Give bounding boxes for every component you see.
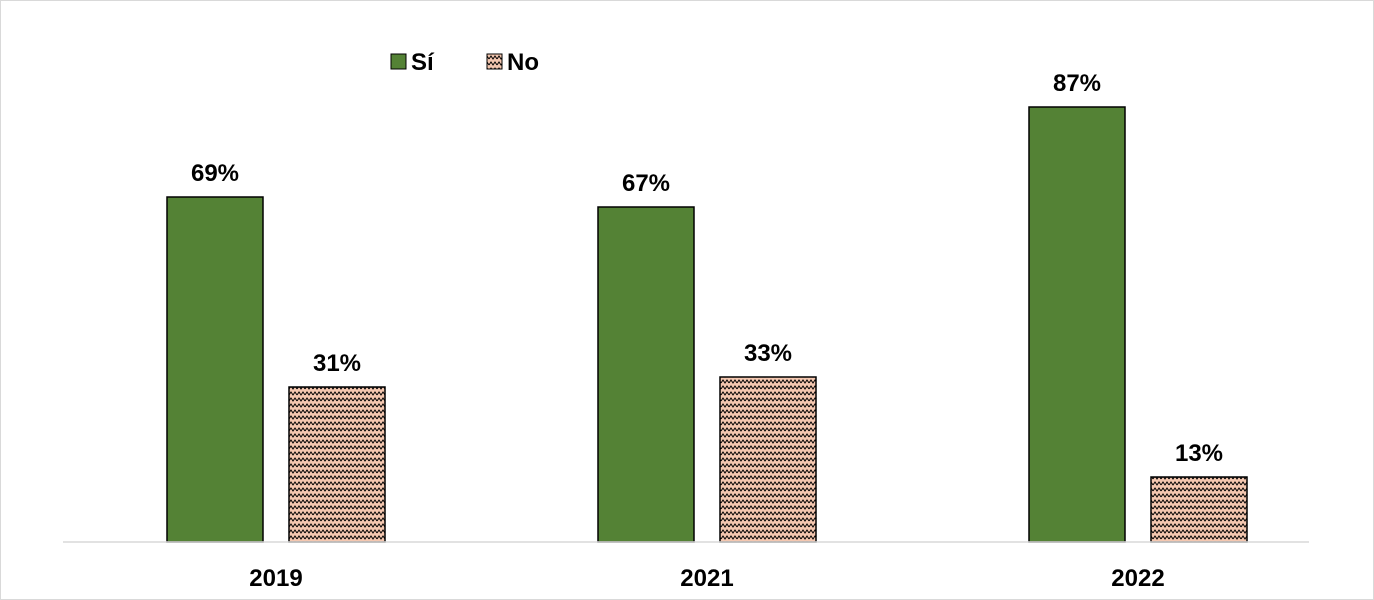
- value-labels-layer: 69% 67% 87% 31% 33% 13%: [191, 70, 1223, 467]
- value-label-si-2022: 87%: [1053, 70, 1101, 97]
- x-tick-label-2022: 2022: [1111, 565, 1164, 592]
- value-label-no-2022: 13%: [1175, 440, 1223, 467]
- x-tick-label-2019: 2019: [249, 565, 302, 592]
- bar-si-2022: [1028, 106, 1126, 543]
- value-label-si-2019: 69%: [191, 160, 239, 187]
- x-tick-label-2021: 2021: [680, 565, 733, 592]
- legend-swatch-no: [486, 53, 503, 70]
- value-label-si-2021: 67%: [622, 170, 670, 197]
- value-label-no-2019: 31%: [313, 350, 361, 377]
- bar-no-2019: [288, 386, 386, 543]
- bar-si-2021: [597, 206, 695, 543]
- legend-label-si: Sí: [411, 49, 435, 76]
- legend-swatch-si: [390, 53, 407, 70]
- bar-si-2019: [166, 196, 264, 543]
- legend-label-no: No: [507, 49, 539, 76]
- bar-no-2021: [719, 376, 817, 543]
- legend: Sí No: [390, 49, 539, 76]
- bar-no-2022: [1150, 476, 1248, 543]
- value-label-no-2021: 33%: [744, 340, 792, 367]
- x-tick-labels: 2019 2021 2022: [249, 565, 1164, 592]
- bars-layer: [166, 106, 1248, 543]
